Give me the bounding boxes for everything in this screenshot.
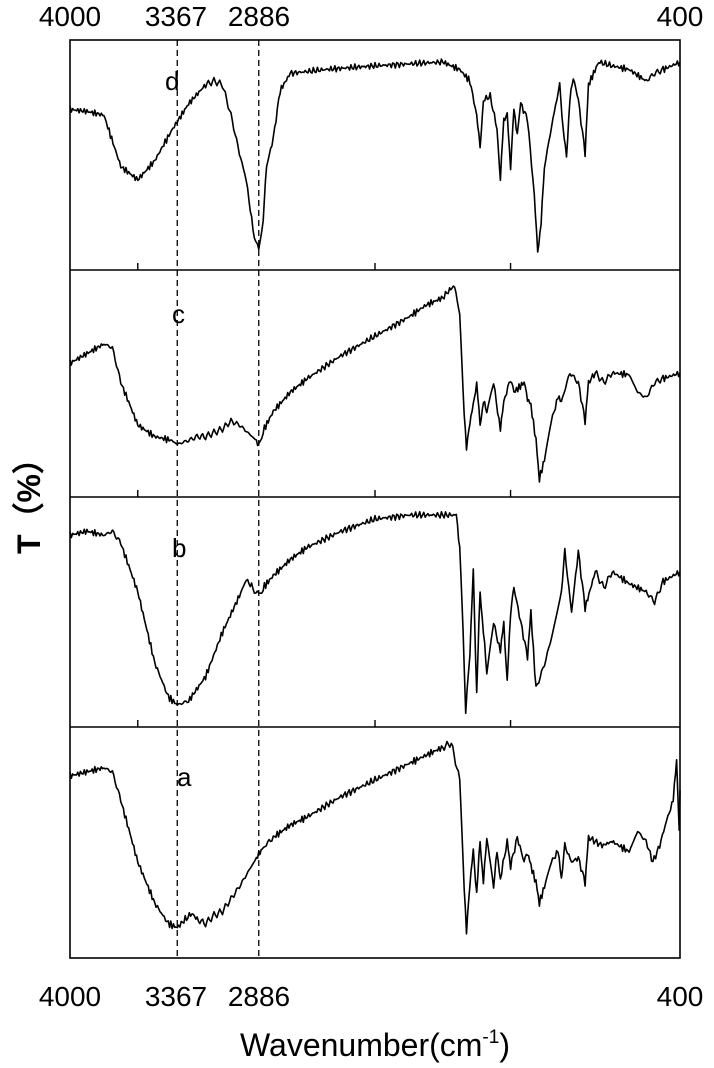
panel-label-a: a [177,762,192,792]
panel-label-c: c [172,299,185,329]
spectrum-line-a [69,740,681,935]
bottom-tick-labels: 4000 3367 2886 400 [39,981,704,1012]
x-axis-title-main: Wavenumber(cm [240,1027,482,1063]
bottom-tick-label-4000: 4000 [39,981,101,1012]
x-axis-title-close: ) [499,1027,510,1063]
top-tick-label-4000: 4000 [39,1,101,32]
panel-label-d: d [165,66,179,96]
y-axis-title: T（%） [11,442,47,554]
top-tick-labels: 4000 3367 2886 400 [39,1,704,32]
panel-label-b: b [172,533,186,563]
bottom-tick-label-400: 400 [657,981,704,1012]
plot-area: d c b a [69,39,681,959]
spectrum-line-c [69,285,681,483]
bottom-tick-label-2886: 2886 [228,981,290,1012]
top-tick-label-3367: 3367 [145,1,207,32]
x-axis-title-superscript: -1 [482,1027,499,1048]
top-tick-label-2886: 2886 [228,1,290,32]
x-axis-title: Wavenumber(cm-1) [240,1027,510,1063]
spectrum-line-d [69,58,681,253]
top-tick-label-400: 400 [657,1,704,32]
plot-frame [69,39,681,959]
spectrum-line-b [69,510,681,715]
bottom-tick-label-3367: 3367 [145,981,207,1012]
